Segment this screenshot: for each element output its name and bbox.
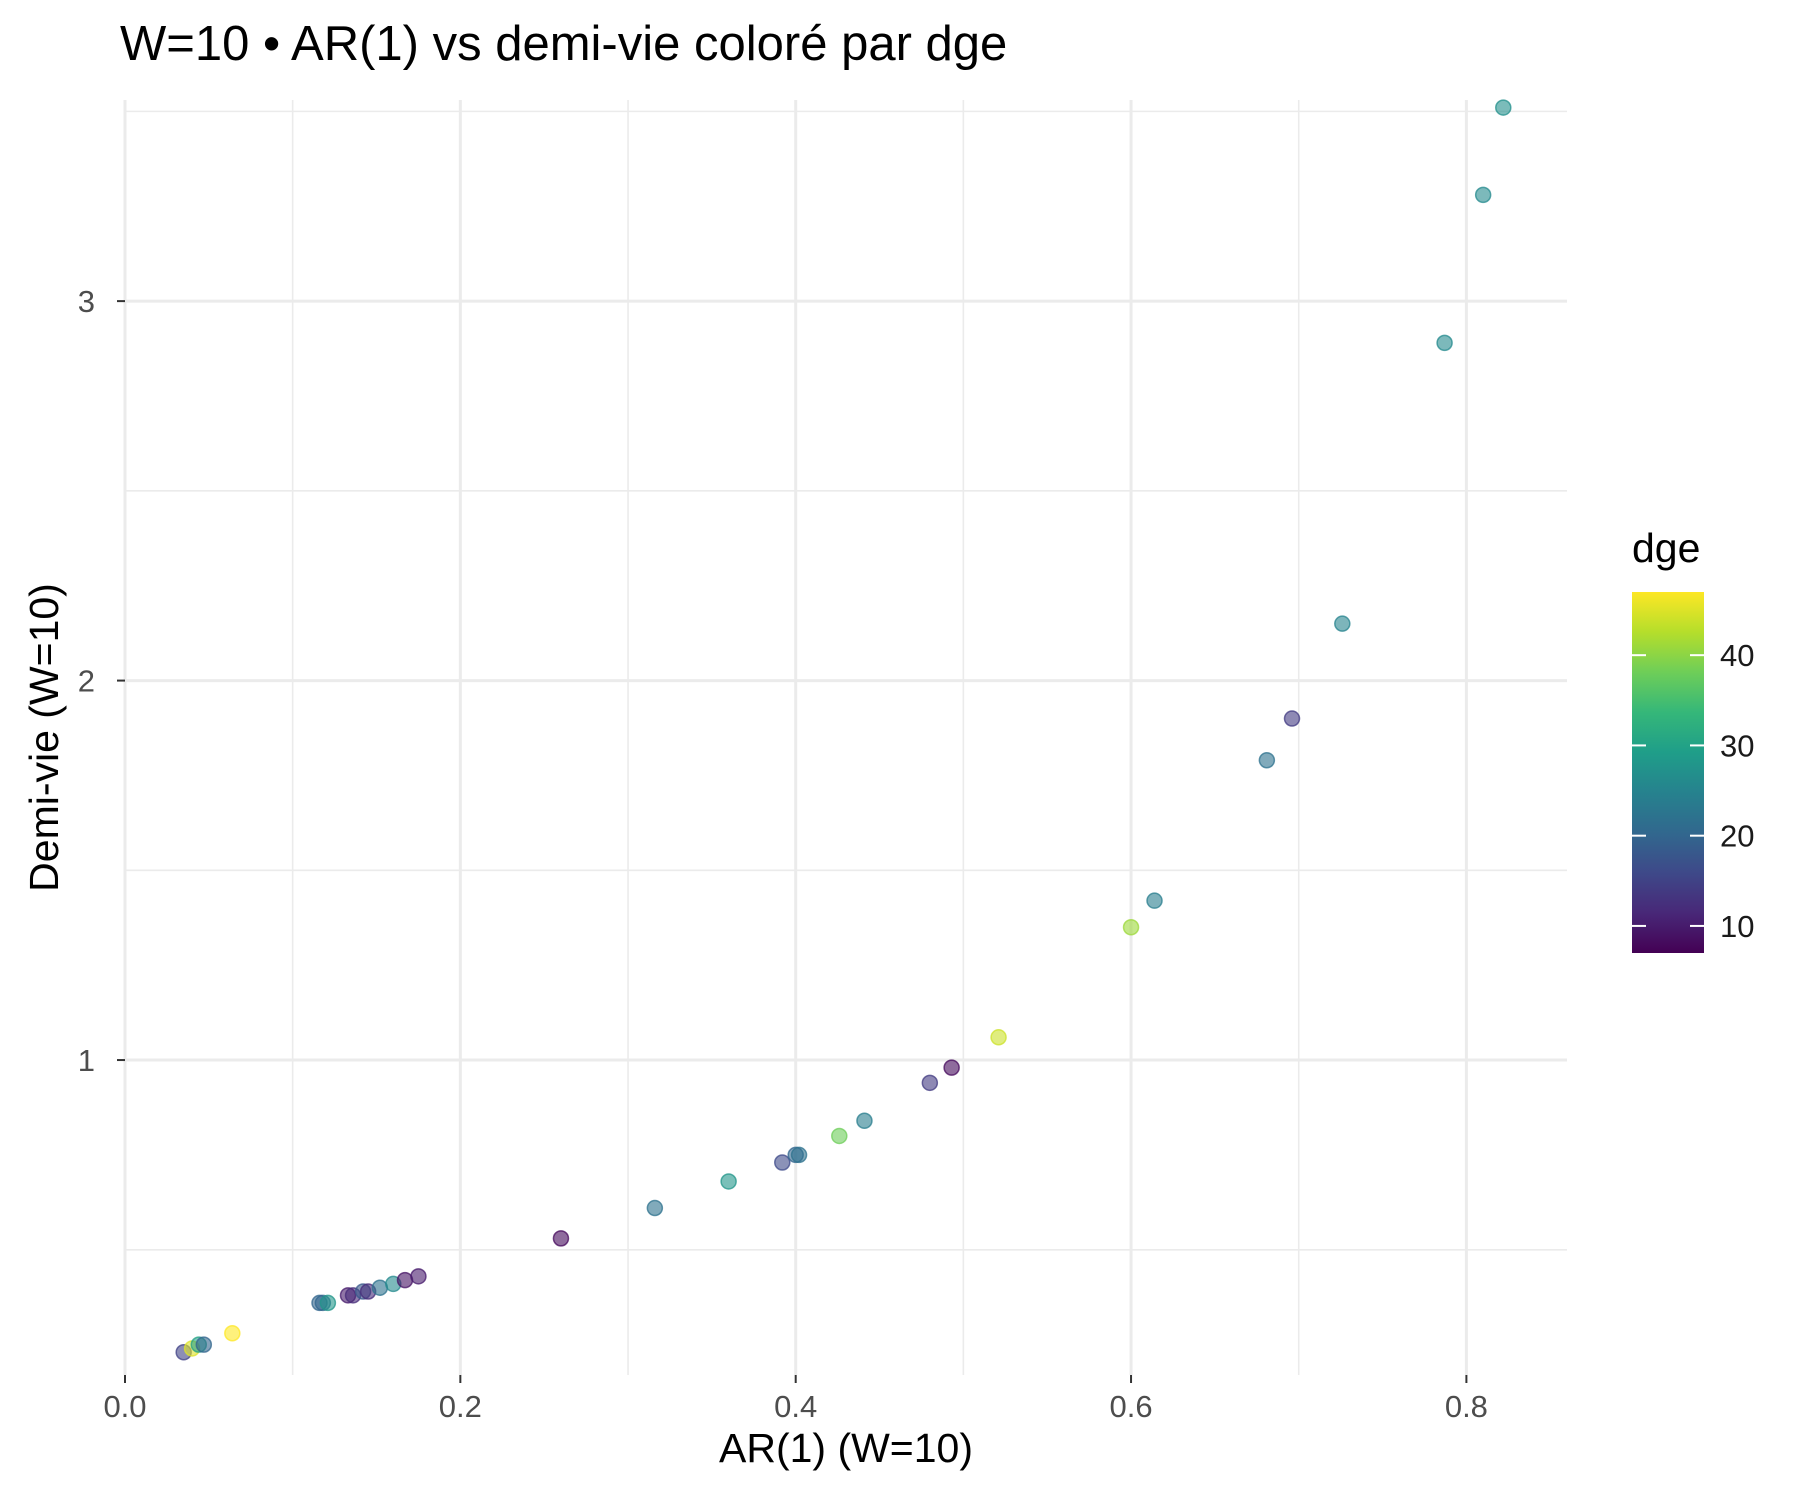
data-point	[943, 1059, 960, 1076]
data-point	[195, 1336, 213, 1353]
data-point	[1258, 752, 1276, 769]
grid	[123, 100, 1567, 1375]
colorbar-tick-label: 20	[1720, 819, 1754, 854]
y-tick-label: 1	[78, 1043, 95, 1078]
data-point	[1495, 99, 1512, 116]
x-axis-title: AR(1) (W=10)	[719, 1425, 973, 1471]
y-tick-label: 2	[78, 664, 95, 699]
x-tick-label: 0.0	[103, 1389, 146, 1424]
colorbar-ticks: 10 20 30 40	[1632, 638, 1754, 944]
x-tick-label: 0.4	[774, 1389, 817, 1424]
data-point	[646, 1199, 664, 1217]
y-tick-label: 3	[78, 284, 95, 319]
data-point	[371, 1279, 389, 1296]
data-point	[1283, 710, 1301, 727]
data-point	[990, 1029, 1007, 1046]
colorbar-tick-label: 40	[1720, 638, 1754, 673]
data-point	[831, 1127, 848, 1145]
data-point	[856, 1112, 873, 1130]
colorbar-title: dge	[1632, 525, 1700, 571]
colorbar-legend: dge 10 20 30 40	[1632, 525, 1754, 953]
data-point	[720, 1173, 737, 1190]
y-axis: 1 2 3	[78, 284, 125, 1078]
data-point	[1122, 918, 1140, 936]
data-point	[552, 1230, 570, 1247]
x-axis: 0.0 0.2 0.4 0.6 0.8	[103, 1375, 1488, 1424]
data-point	[1474, 186, 1492, 204]
data-point	[396, 1271, 414, 1289]
data-point	[410, 1268, 427, 1285]
data-point	[1334, 615, 1351, 632]
x-tick-label: 0.8	[1445, 1389, 1488, 1424]
data-point	[224, 1325, 241, 1342]
data-point	[1436, 334, 1453, 352]
chart-title: W=10 • AR(1) vs demi-vie coloré par dge	[120, 17, 1007, 71]
data-points	[175, 99, 1512, 1361]
data-point	[921, 1074, 939, 1092]
colorbar	[1632, 592, 1704, 953]
data-point	[774, 1154, 791, 1171]
x-tick-label: 0.2	[439, 1389, 482, 1424]
data-point	[1146, 892, 1163, 909]
data-point	[319, 1294, 337, 1312]
colorbar-tick-label: 10	[1720, 909, 1754, 944]
x-tick-label: 0.6	[1109, 1389, 1152, 1424]
y-axis-title: Demi-vie (W=10)	[21, 583, 67, 892]
data-point	[790, 1146, 808, 1164]
colorbar-tick-label: 30	[1720, 728, 1754, 763]
